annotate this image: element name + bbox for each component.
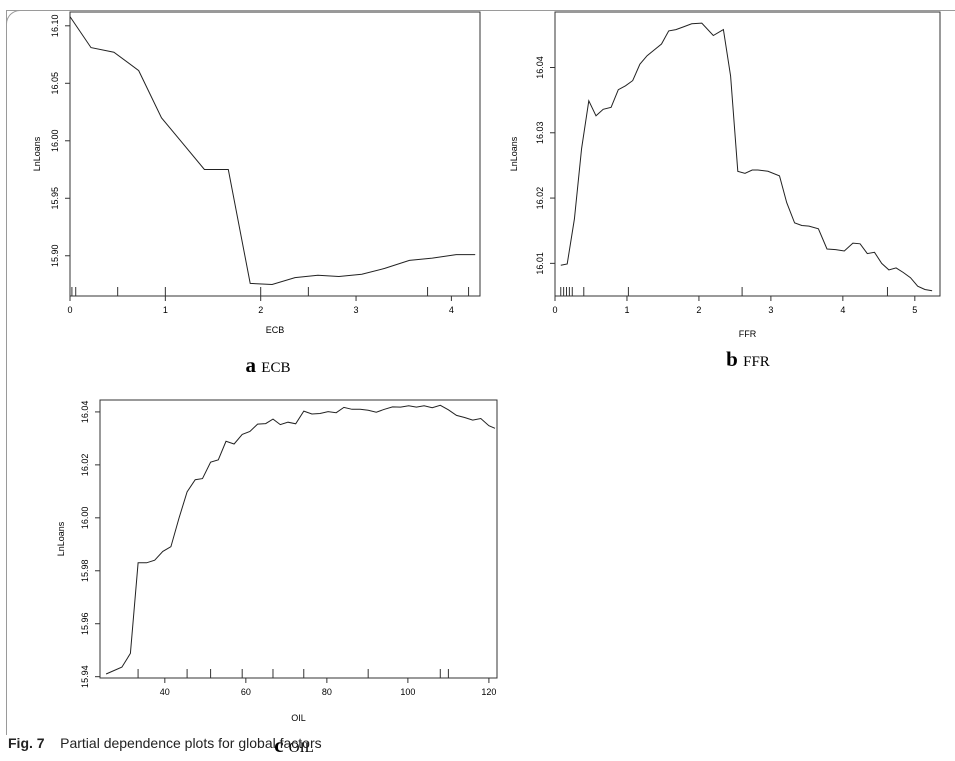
- y-tick-label: 16.02: [80, 454, 90, 477]
- x-tick-label: 0: [552, 305, 557, 315]
- panel-title: c OIL: [274, 733, 314, 757]
- x-tick-label: 80: [322, 687, 332, 697]
- figure-border-top: [6, 10, 955, 11]
- y-tick-label: 16.05: [50, 72, 60, 95]
- figure-border-left: [6, 10, 7, 735]
- panel-name: ECB: [261, 360, 290, 376]
- panel-letter: c: [274, 733, 289, 757]
- y-tick-label: 16.00: [80, 507, 90, 530]
- y-tick-label: 15.98: [80, 560, 90, 583]
- figure-label: Fig. 7: [8, 735, 45, 751]
- plot-area: [69, 11, 481, 297]
- x-axis-label: ECB: [266, 325, 285, 335]
- x-tick-label: 4: [840, 305, 845, 315]
- y-tick-label: 16.02: [535, 187, 545, 210]
- series-line: [69, 16, 476, 286]
- y-axis-label: LnLoans: [56, 521, 66, 556]
- x-tick-label: 4: [449, 305, 454, 315]
- plot-area: [554, 11, 941, 297]
- panel-title: b FFR: [726, 347, 770, 371]
- y-tick-label: 16.01: [535, 252, 545, 275]
- panel-name: OIL: [289, 740, 314, 756]
- y-tick-label: 15.94: [80, 665, 90, 688]
- y-tick-label: 16.10: [50, 15, 60, 38]
- y-tick-label: 15.96: [80, 612, 90, 635]
- x-tick-label: 2: [696, 305, 701, 315]
- figure-caption-text: Partial dependence plots for global fact…: [60, 735, 322, 751]
- figure-caption: Fig. 7 Partial dependence plots for glob…: [8, 735, 322, 751]
- x-tick-label: 100: [400, 687, 415, 697]
- x-tick-label: 3: [354, 305, 359, 315]
- y-tick-label: 16.04: [80, 401, 90, 424]
- panel-title: a ECB: [246, 353, 291, 377]
- x-axis-label: FFR: [739, 329, 757, 339]
- x-tick-label: 3: [768, 305, 773, 315]
- chart-panel-oil: 40 60 80 100 120 15.94 15.96 15.98 16.00 16.02 16.…: [56, 399, 498, 757]
- series-line: [105, 404, 496, 675]
- y-tick-label: 16.00: [50, 130, 60, 153]
- panel-letter: b: [726, 347, 743, 371]
- x-tick-label: 5: [912, 305, 917, 315]
- y-tick-label: 16.04: [535, 56, 545, 79]
- panel-name: FFR: [743, 354, 770, 370]
- plot-area: [99, 399, 498, 679]
- y-tick-label: 16.03: [535, 122, 545, 145]
- x-tick-label: 120: [481, 687, 496, 697]
- chart-panel-ffr: 0 1 2 3 4 5 16.01 16.02 16.03 16.04 FFR LnLoans b FF…: [509, 11, 941, 371]
- series-line: [560, 22, 933, 292]
- x-tick-label: 1: [163, 305, 168, 315]
- y-axis-label: LnLoans: [32, 136, 42, 171]
- x-tick-label: 0: [67, 305, 72, 315]
- x-tick-label: 40: [160, 687, 170, 697]
- x-tick-label: 2: [258, 305, 263, 315]
- panel-letter: a: [246, 353, 262, 377]
- y-tick-label: 15.90: [50, 244, 60, 267]
- figure-border-corner: [6, 10, 23, 27]
- x-tick-label: 1: [624, 305, 629, 315]
- y-axis-label: LnLoans: [509, 136, 519, 171]
- chart-panel-ecb: 0 1 2 3 4 15.90 15.95 16.00 16.05 16.10 ECB LnLoans…: [32, 11, 481, 377]
- y-tick-label: 15.95: [50, 187, 60, 210]
- x-axis-label: OIL: [291, 713, 306, 723]
- x-tick-label: 60: [241, 687, 251, 697]
